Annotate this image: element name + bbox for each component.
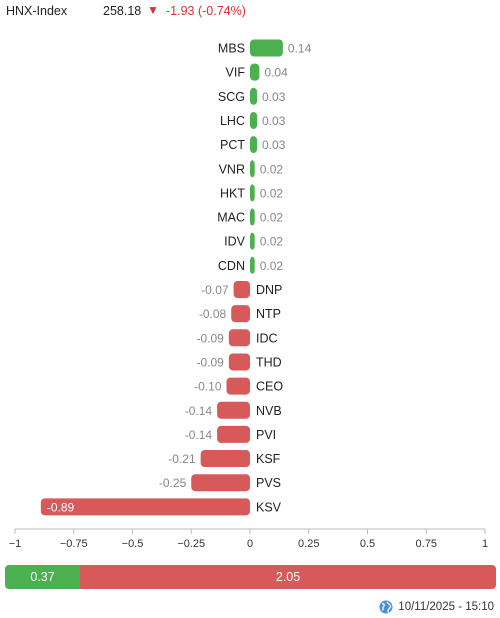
- category-label: PVI: [256, 428, 276, 442]
- category-label: VNR: [219, 162, 245, 176]
- bar-lhc: [250, 111, 258, 129]
- bar-hkt: [250, 184, 255, 202]
- value-label: -0.89: [47, 500, 75, 514]
- value-label: 0.02: [260, 235, 284, 249]
- x-tick-label: −0.75: [60, 538, 88, 550]
- negative-total-segment: 2.05: [80, 565, 496, 589]
- value-label: -0.08: [199, 307, 227, 321]
- value-label: -0.09: [196, 331, 224, 345]
- contribution-bar-chart: MBS 0.14 VIF 0.04 SCG 0.03 LHC 0.03 PCT 0.03 VNR 0.…: [9, 39, 488, 550]
- category-label: IDV: [224, 235, 246, 249]
- bar-ksv: [40, 498, 250, 516]
- index-value: 258.18: [103, 4, 142, 18]
- x-tick-label: −0.25: [177, 538, 205, 550]
- value-label: 0.04: [264, 66, 288, 80]
- globe-icon: [379, 600, 393, 614]
- bar-cdn: [250, 256, 255, 274]
- update-timestamp: 10/11/2025 - 15:10: [379, 600, 494, 614]
- value-label: -0.07: [201, 283, 229, 297]
- bar-idc: [228, 329, 250, 347]
- value-label: -0.14: [185, 404, 213, 418]
- category-label: CEO: [256, 380, 283, 394]
- bar-pvs: [191, 474, 250, 492]
- value-label: -0.25: [159, 476, 187, 490]
- value-label: 0.02: [260, 211, 284, 225]
- bar-dnp: [233, 281, 250, 298]
- category-label: PVS: [256, 476, 281, 490]
- category-label: KSV: [256, 500, 282, 514]
- value-label: 0.02: [260, 162, 284, 176]
- x-tick-label: 0: [247, 538, 253, 550]
- category-label: IDC: [256, 331, 278, 345]
- value-label: 0.02: [260, 186, 284, 200]
- bar-pvi: [217, 425, 250, 443]
- x-tick-label: −1: [9, 538, 22, 550]
- category-label: MAC: [217, 211, 245, 225]
- category-label: NVB: [256, 404, 282, 418]
- value-label: -0.21: [168, 452, 196, 466]
- bar-scg: [250, 87, 258, 105]
- value-label: -0.09: [196, 355, 224, 369]
- bar-vif: [250, 63, 260, 81]
- bar-ksf: [200, 450, 250, 468]
- category-label: KSF: [256, 452, 281, 466]
- category-label: VIF: [226, 66, 246, 80]
- bar-ntp: [231, 305, 250, 323]
- x-tick-label: 0.25: [298, 538, 319, 550]
- positive-total-segment: 0.37: [5, 565, 81, 589]
- category-label: NTP: [256, 307, 281, 321]
- category-label: THD: [256, 355, 282, 369]
- x-tick-label: 0.75: [416, 538, 437, 550]
- index-name: HNX-Index: [6, 4, 68, 18]
- category-label: MBS: [218, 42, 245, 56]
- value-label: 0.02: [260, 259, 284, 273]
- value-label: -0.14: [185, 428, 213, 442]
- x-tick-label: −0.5: [122, 538, 144, 550]
- category-label: HKT: [220, 186, 245, 200]
- timestamp-text: 10/11/2025 - 15:10: [398, 601, 494, 613]
- bar-nvb: [217, 401, 250, 419]
- bar-vnr: [250, 160, 255, 178]
- x-tick-label: 1: [482, 538, 488, 550]
- bar-ceo: [226, 377, 250, 395]
- x-tick-label: 0.5: [360, 538, 375, 550]
- advance-decline-bar: 0.37 2.05: [5, 565, 496, 589]
- bar-pct: [250, 136, 258, 154]
- index-change: -1.93 (-0.74%): [166, 4, 246, 18]
- bar-thd: [228, 353, 250, 371]
- value-label: 0.14: [288, 42, 312, 56]
- category-label: PCT: [220, 138, 245, 152]
- bar-mac: [250, 208, 255, 226]
- bar-idv: [250, 232, 255, 250]
- bar-mbs: [250, 39, 283, 57]
- value-label: -0.10: [194, 380, 222, 394]
- category-label: CDN: [218, 259, 245, 273]
- value-label: 0.03: [262, 90, 286, 104]
- triangle-down-icon: ▼: [147, 3, 159, 17]
- category-label: LHC: [220, 114, 245, 128]
- value-label: 0.03: [262, 138, 286, 152]
- category-label: SCG: [218, 90, 245, 104]
- category-label: DNP: [256, 283, 282, 297]
- value-label: 0.03: [262, 114, 286, 128]
